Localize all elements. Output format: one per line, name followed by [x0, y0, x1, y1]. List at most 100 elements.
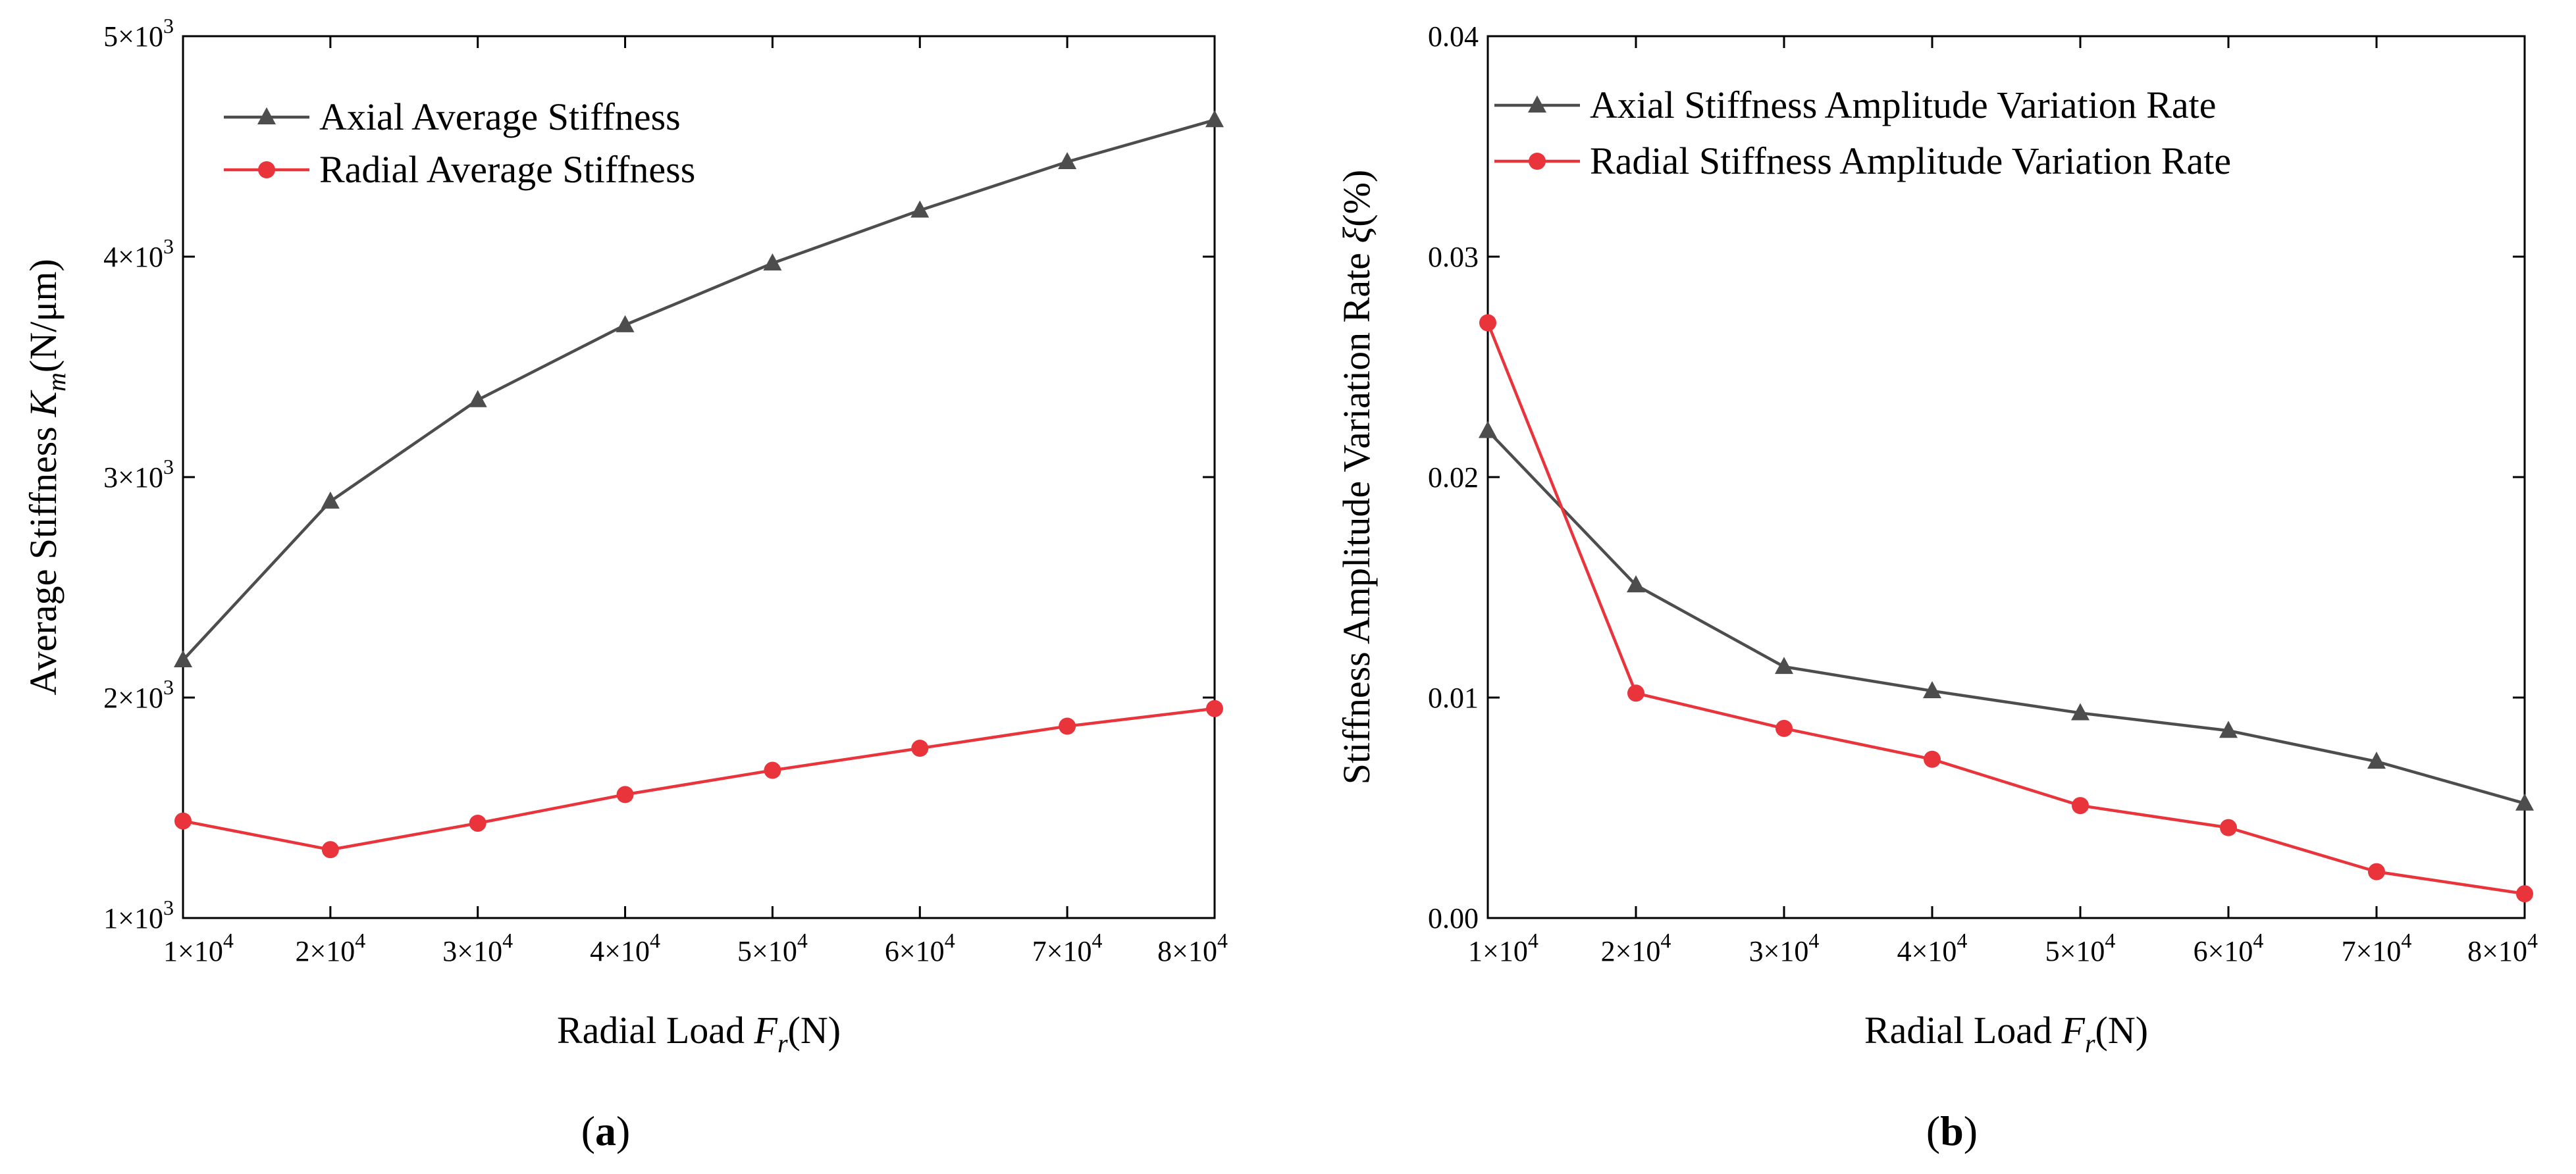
x-tick-label: 2×104 [1601, 929, 1671, 967]
y-tick-label: 0.01 [1428, 682, 1479, 714]
panel-b: 0.000.010.020.030.041×104 2×104 3×104 4×104… [1335, 20, 2538, 1058]
x-tick-label: 7×104 [1032, 929, 1103, 967]
x-tick-label: 5×104 [737, 929, 808, 967]
x-tick-label-base: 2×10 [1601, 935, 1661, 967]
x-tick-label-exponent: 4 [2401, 929, 2411, 952]
data-point-triangle [468, 390, 487, 407]
x-axis-title-unit: (N) [788, 1009, 841, 1052]
legend-label: Axial Average Stiffness [319, 95, 681, 138]
x-axis-title-symbol: F [2061, 1009, 2086, 1052]
x-tick-label-exponent: 4 [355, 929, 365, 952]
x-axis-title: Radial Load Fr(N) [1864, 1009, 2148, 1058]
y-tick-label: 2×103 [103, 675, 174, 714]
x-tick-label-base: 6×10 [2194, 935, 2253, 967]
x-tick-label-exponent: 4 [1808, 929, 1819, 952]
x-tick-label-base: 3×10 [1749, 935, 1809, 967]
legend-label: Axial Stiffness Amplitude Variation Rate [1590, 84, 2217, 126]
data-point-triangle [1058, 151, 1077, 169]
x-tick-label: 1×104 [1468, 929, 1538, 967]
data-point-circle [1059, 717, 1076, 735]
data-point-circle [1627, 684, 1644, 702]
y-tick-label: 5×103 [103, 14, 174, 53]
y-tick-label-base: 2×10 [103, 682, 163, 714]
x-tick-label: 8×104 [2467, 929, 2538, 967]
x-tick-label-exponent: 4 [223, 929, 234, 952]
y-axis-title: Average Stiffness Km(N/μm) [22, 259, 71, 696]
data-point-triangle [616, 315, 635, 332]
y-tick-label-exponent: 3 [163, 896, 174, 919]
x-tick-label: 6×104 [885, 929, 955, 967]
y-tick-label: 3×103 [103, 455, 174, 494]
data-point-circle [2368, 863, 2385, 880]
data-point-circle [764, 761, 781, 779]
x-tick-label-exponent: 4 [1957, 929, 1967, 952]
data-point-circle [2220, 819, 2237, 836]
x-tick-label-exponent: 4 [1217, 929, 1228, 952]
x-tick-label: 8×104 [1157, 929, 1228, 967]
x-axis-title-symbol: F [754, 1009, 778, 1052]
panel-label-a-letter: a [595, 1108, 616, 1154]
x-axis-title-subscript: r [2085, 1029, 2095, 1058]
data-point-circle [2516, 885, 2533, 903]
y-tick-label-base: 0.02 [1428, 461, 1479, 494]
data-point-circle [1479, 314, 1496, 332]
y-axis-title: Stiffness Amplitude Variation Rate ξ(%) [1335, 170, 1378, 784]
data-point-triangle [910, 200, 930, 218]
x-tick-label-exponent: 4 [1660, 929, 1671, 952]
legend-marker-circle [258, 161, 275, 178]
x-tick-label: 4×104 [1897, 929, 1968, 967]
panel-label-b: (b) [1926, 1108, 1978, 1154]
x-tick-label: 3×104 [1749, 929, 1820, 967]
data-point-circle [321, 841, 339, 859]
x-tick-label-exponent: 4 [650, 929, 660, 952]
y-axis-title-unit: (%) [1335, 170, 1378, 227]
data-point-circle [1775, 719, 1793, 737]
y-axis-title-subscript: m [41, 372, 71, 392]
x-tick-label-base: 8×10 [1157, 935, 1217, 967]
x-tick-label-base: 5×10 [737, 935, 797, 967]
y-tick-label-base: 0.01 [1428, 682, 1479, 714]
legend-label: Radial Average Stiffness [319, 148, 695, 191]
y-tick-label-base: 0.00 [1428, 902, 1479, 934]
y-tick-label: 0.00 [1428, 902, 1479, 934]
x-tick-label-exponent: 4 [2105, 929, 2115, 952]
data-point-triangle [2219, 721, 2238, 738]
y-axis-title-text: Stiffness Amplitude Variation Rate [1335, 243, 1378, 785]
y-tick-label-base: 0.03 [1428, 241, 1479, 273]
data-point-triangle [1775, 657, 1793, 675]
y-tick-label-exponent: 3 [163, 14, 174, 38]
data-point-triangle [1479, 421, 1497, 438]
y-axis-title-symbol: ξ [1335, 227, 1378, 243]
data-point-triangle [2515, 793, 2534, 811]
x-tick-label: 6×104 [2194, 929, 2264, 967]
x-tick-label-exponent: 4 [1092, 929, 1103, 952]
x-tick-label-exponent: 4 [1528, 929, 1538, 952]
x-tick-label-base: 1×10 [1468, 935, 1528, 967]
data-point-triangle [174, 650, 192, 668]
y-tick-label-base: 3×10 [103, 461, 163, 494]
y-tick-label-exponent: 3 [163, 234, 174, 258]
x-axis-title: Radial Load Fr(N) [557, 1009, 841, 1058]
x-tick-label: 7×104 [2342, 929, 2412, 967]
data-point-circle [1206, 700, 1223, 717]
series-line-2 [1486, 322, 2525, 896]
legend-marker-circle [1529, 153, 1546, 170]
data-point-triangle [1627, 575, 1645, 593]
series-line-1 [1486, 430, 2525, 805]
y-tick-label-base: 4×10 [103, 241, 163, 273]
x-tick-label-exponent: 4 [945, 929, 955, 952]
data-point-circle [174, 812, 192, 830]
legend-label: Radial Stiffness Amplitude Variation Rat… [1590, 140, 2231, 182]
y-tick-label: 0.02 [1428, 461, 1479, 494]
data-point-triangle [321, 491, 340, 509]
x-tick-label-base: 4×10 [590, 935, 650, 967]
data-point-circle [616, 786, 634, 804]
panel-label-b-letter: b [1940, 1108, 1964, 1154]
y-axis-title-text: Average Stiffness [22, 417, 65, 696]
data-point-triangle [1923, 680, 1941, 698]
data-point-circle [2072, 797, 2089, 815]
y-tick-label-base: 5×10 [103, 20, 163, 53]
y-tick-label: 4×103 [103, 234, 174, 273]
